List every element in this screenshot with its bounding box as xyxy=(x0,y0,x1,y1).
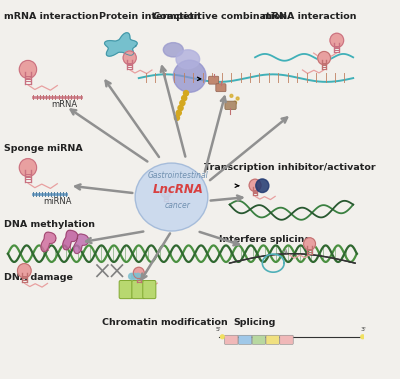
FancyBboxPatch shape xyxy=(252,335,266,344)
Text: Splicing: Splicing xyxy=(233,318,276,327)
Circle shape xyxy=(230,94,233,97)
Text: 5': 5' xyxy=(216,327,222,332)
Circle shape xyxy=(135,273,141,279)
Text: Protein interaction: Protein interaction xyxy=(99,12,200,21)
Text: Sponge miRNA: Sponge miRNA xyxy=(4,144,83,153)
FancyBboxPatch shape xyxy=(238,335,252,344)
FancyBboxPatch shape xyxy=(280,335,293,344)
FancyBboxPatch shape xyxy=(216,84,226,92)
Circle shape xyxy=(19,61,36,78)
Ellipse shape xyxy=(176,50,200,69)
Circle shape xyxy=(330,33,344,47)
Circle shape xyxy=(234,101,236,104)
Circle shape xyxy=(180,100,185,106)
Ellipse shape xyxy=(173,60,206,92)
Circle shape xyxy=(184,91,188,96)
Polygon shape xyxy=(104,33,137,56)
FancyBboxPatch shape xyxy=(208,76,219,84)
Circle shape xyxy=(249,179,261,191)
Ellipse shape xyxy=(163,42,183,57)
Circle shape xyxy=(174,115,180,121)
Text: 3': 3' xyxy=(360,327,366,332)
Circle shape xyxy=(133,267,144,279)
Circle shape xyxy=(19,159,36,177)
Polygon shape xyxy=(41,232,56,252)
Text: Transcription inhibitor/activator: Transcription inhibitor/activator xyxy=(204,163,376,172)
Text: mRNA: mRNA xyxy=(51,100,77,109)
Text: Interfere splicing: Interfere splicing xyxy=(219,235,311,244)
Polygon shape xyxy=(63,230,78,250)
Circle shape xyxy=(161,187,171,198)
Text: mRNA interaction: mRNA interaction xyxy=(262,12,357,21)
FancyBboxPatch shape xyxy=(225,101,236,110)
FancyBboxPatch shape xyxy=(132,280,145,299)
FancyBboxPatch shape xyxy=(143,280,156,299)
Circle shape xyxy=(182,96,187,101)
Circle shape xyxy=(256,179,269,193)
Text: DNA methylation: DNA methylation xyxy=(4,220,95,229)
Circle shape xyxy=(220,335,224,339)
Circle shape xyxy=(318,52,330,65)
Circle shape xyxy=(132,273,137,279)
FancyBboxPatch shape xyxy=(224,335,238,344)
Text: Gastrointestinal: Gastrointestinal xyxy=(148,171,208,180)
FancyBboxPatch shape xyxy=(266,335,280,344)
Text: miRNA: miRNA xyxy=(43,197,71,206)
Text: mRNA interaction: mRNA interaction xyxy=(4,12,99,21)
Circle shape xyxy=(361,335,364,339)
Polygon shape xyxy=(74,234,89,254)
FancyBboxPatch shape xyxy=(119,280,132,299)
Circle shape xyxy=(129,273,134,279)
Text: Chromatin modification: Chromatin modification xyxy=(102,318,228,327)
Ellipse shape xyxy=(135,163,208,231)
Circle shape xyxy=(123,51,136,64)
Circle shape xyxy=(236,97,239,100)
Circle shape xyxy=(18,264,31,278)
Circle shape xyxy=(304,238,316,250)
Text: Competitive combination: Competitive combination xyxy=(153,12,288,21)
Text: cancer: cancer xyxy=(165,201,191,210)
Circle shape xyxy=(176,110,181,116)
Circle shape xyxy=(178,105,183,111)
Text: DNA damage: DNA damage xyxy=(4,273,73,282)
Text: LncRNA: LncRNA xyxy=(152,183,204,196)
